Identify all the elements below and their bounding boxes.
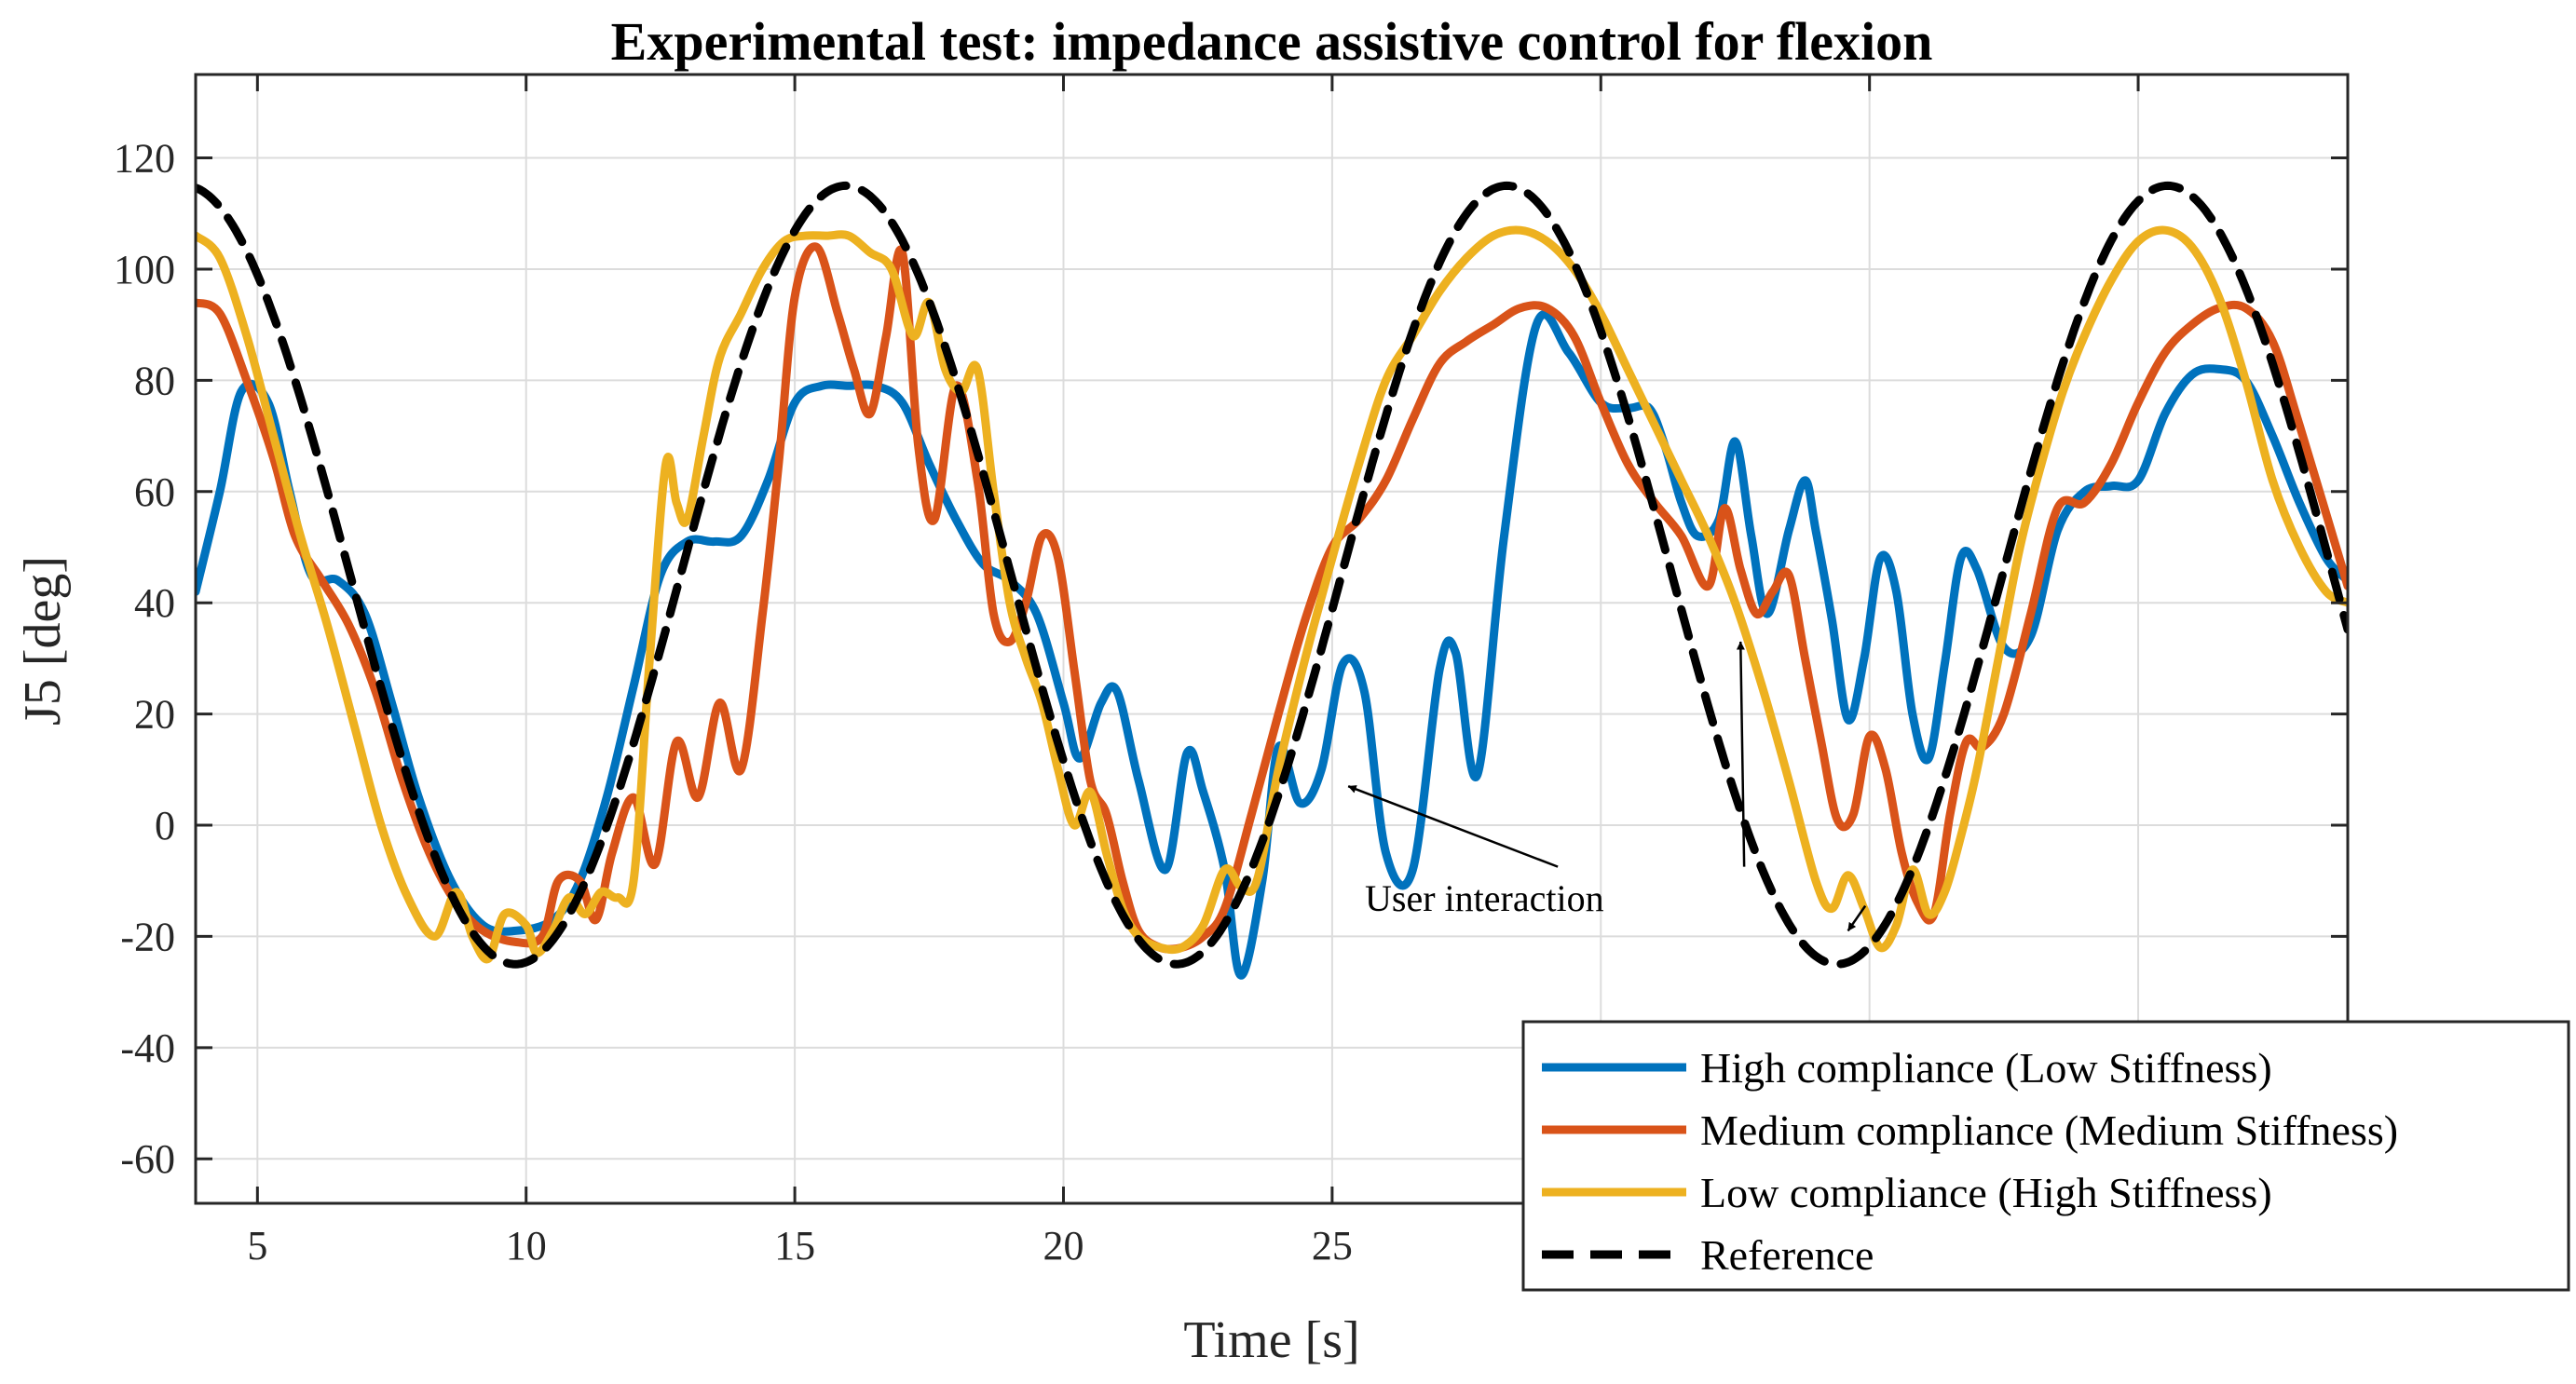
y-tick-label: 80 bbox=[134, 358, 175, 403]
legend-label-high-compliance: High compliance (Low Stiffness) bbox=[1700, 1044, 2272, 1092]
annotation-group: User interaction bbox=[1347, 641, 1867, 932]
x-tick-label: 10 bbox=[506, 1223, 547, 1269]
x-axis-label: Time [s] bbox=[1183, 1311, 1359, 1369]
series-low-compliance bbox=[196, 225, 2348, 964]
legend-label-reference: Reference bbox=[1700, 1231, 1874, 1279]
x-tick-label: 20 bbox=[1043, 1223, 1084, 1269]
chart-title: Experimental test: impedance assistive c… bbox=[611, 11, 1933, 72]
annotation-arrow bbox=[1347, 785, 1559, 868]
y-tick-label: 60 bbox=[134, 469, 175, 515]
series-high-compliance bbox=[196, 310, 2348, 980]
y-tick-label: -60 bbox=[120, 1136, 175, 1182]
y-tick-label: 40 bbox=[134, 580, 175, 626]
x-tick-label: 5 bbox=[247, 1223, 267, 1269]
y-tick-label: 120 bbox=[114, 136, 175, 182]
annotation-label: User interaction bbox=[1365, 877, 1604, 919]
x-tick-label: 15 bbox=[774, 1223, 815, 1269]
y-tick-label: -40 bbox=[120, 1025, 175, 1071]
y-tick-label: 0 bbox=[155, 803, 175, 848]
x-tick-label: 25 bbox=[1312, 1223, 1353, 1269]
legend-label-low-compliance: Low compliance (High Stiffness) bbox=[1700, 1169, 2272, 1216]
annotation-arrow bbox=[1847, 904, 1867, 932]
annotation-arrow bbox=[1736, 641, 1746, 867]
y-tick-label: 20 bbox=[134, 692, 175, 738]
y-tick-label: -20 bbox=[120, 914, 175, 959]
y-tick-label: 100 bbox=[114, 247, 175, 292]
plot-frame bbox=[194, 73, 2350, 1205]
y-axis-label: J5 [deg] bbox=[14, 556, 72, 726]
legend-label-medium-compliance: Medium compliance (Medium Stiffness) bbox=[1700, 1106, 2398, 1154]
legend: High compliance (Low Stiffness) Medium c… bbox=[1521, 1020, 2570, 1292]
series-reference bbox=[196, 181, 2348, 969]
legend-box bbox=[1521, 1020, 2570, 1292]
series-layer bbox=[196, 181, 2348, 980]
